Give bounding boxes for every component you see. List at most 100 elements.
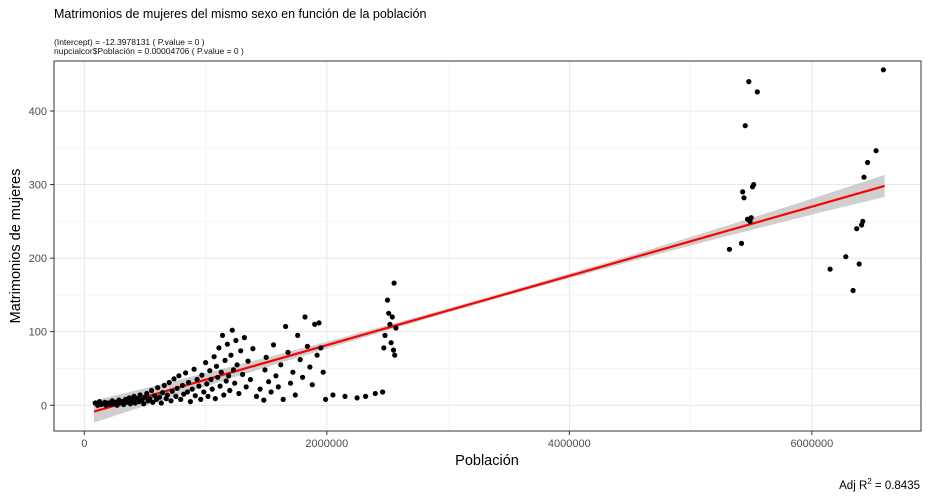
data-point bbox=[169, 388, 175, 394]
regression-line-group bbox=[93, 184, 885, 413]
data-point bbox=[283, 323, 289, 330]
data-point bbox=[216, 345, 222, 351]
data-point bbox=[166, 379, 172, 386]
data-point bbox=[155, 385, 161, 391]
data-point bbox=[212, 396, 218, 402]
data-point bbox=[384, 297, 391, 303]
data-point bbox=[218, 369, 224, 375]
data-point bbox=[243, 384, 249, 390]
data-point bbox=[250, 346, 256, 352]
data-point bbox=[240, 371, 246, 377]
data-point bbox=[741, 195, 747, 201]
data-point bbox=[381, 345, 387, 351]
data-point bbox=[217, 383, 223, 389]
data-point bbox=[236, 390, 242, 397]
data-point bbox=[854, 226, 860, 232]
data-point bbox=[230, 367, 237, 373]
data-point bbox=[323, 396, 329, 402]
data-point bbox=[158, 400, 164, 406]
x-tick-label: 4000000 bbox=[548, 438, 591, 450]
data-point bbox=[268, 389, 274, 395]
data-point bbox=[865, 159, 871, 166]
data-point bbox=[179, 382, 186, 388]
data-point bbox=[137, 392, 143, 398]
data-point bbox=[386, 310, 392, 316]
data-point bbox=[144, 390, 150, 397]
data-point bbox=[174, 385, 180, 391]
data-point bbox=[290, 369, 296, 375]
data-point bbox=[302, 314, 308, 320]
data-point bbox=[221, 392, 227, 398]
data-point bbox=[748, 215, 754, 221]
data-point bbox=[393, 325, 399, 331]
regression-line bbox=[93, 184, 885, 413]
data-point bbox=[149, 387, 155, 394]
data-point bbox=[275, 384, 281, 390]
caption-value: = 0.8435 bbox=[871, 479, 920, 492]
data-point bbox=[191, 366, 197, 372]
y-tick-label: 0 bbox=[41, 400, 47, 412]
x-tick-label: 0 bbox=[81, 438, 87, 450]
data-point bbox=[390, 347, 397, 353]
x-tick-label: 2000000 bbox=[305, 438, 348, 450]
x-axis-label: Población bbox=[455, 453, 519, 469]
data-point bbox=[228, 352, 234, 358]
x-tick-label: 6000000 bbox=[790, 438, 833, 450]
data-point bbox=[292, 392, 298, 398]
data-point bbox=[740, 189, 746, 195]
data-point bbox=[297, 357, 303, 363]
data-point bbox=[860, 218, 866, 224]
data-point bbox=[307, 364, 313, 370]
data-point bbox=[287, 380, 294, 386]
data-point bbox=[742, 123, 748, 129]
data-point bbox=[342, 393, 348, 399]
data-point bbox=[196, 383, 202, 389]
y-tick-label: 400 bbox=[29, 106, 47, 118]
data-point bbox=[318, 345, 324, 351]
data-point bbox=[192, 393, 198, 399]
plot-panel bbox=[53, 60, 922, 432]
data-point bbox=[226, 373, 232, 379]
data-point bbox=[751, 182, 757, 188]
data-point bbox=[229, 327, 235, 333]
data-point bbox=[273, 373, 279, 379]
data-point bbox=[391, 280, 397, 286]
plot-border bbox=[53, 60, 922, 432]
data-point bbox=[178, 396, 184, 402]
data-point bbox=[213, 363, 220, 369]
data-point bbox=[746, 79, 752, 85]
data-point bbox=[392, 352, 398, 358]
data-point bbox=[880, 67, 887, 73]
data-point bbox=[161, 382, 167, 388]
data-point bbox=[208, 376, 214, 383]
data-point bbox=[189, 386, 195, 392]
data-point bbox=[873, 148, 879, 154]
data-point bbox=[209, 386, 215, 392]
data-point bbox=[176, 373, 182, 379]
data-point bbox=[204, 381, 210, 387]
data-point bbox=[207, 368, 213, 374]
data-point bbox=[387, 321, 393, 327]
chart-subtitle-slope: nupcialcor$Población = 0.00004706 ( P.va… bbox=[54, 46, 244, 56]
data-point bbox=[222, 357, 228, 363]
data-point bbox=[363, 393, 369, 399]
y-tick-label: 100 bbox=[29, 327, 47, 339]
data-point bbox=[312, 321, 318, 327]
y-axis-label: Matrimonios de mujeres bbox=[8, 169, 24, 324]
data-point bbox=[372, 390, 378, 397]
data-point bbox=[380, 389, 386, 395]
data-points bbox=[92, 67, 887, 408]
data-point bbox=[150, 399, 156, 405]
y-tick-label: 300 bbox=[29, 180, 47, 192]
data-point bbox=[233, 337, 239, 344]
data-point bbox=[159, 390, 166, 396]
data-point bbox=[205, 393, 211, 399]
data-point bbox=[382, 332, 388, 338]
data-point bbox=[198, 396, 204, 402]
data-point bbox=[354, 395, 360, 401]
data-point bbox=[227, 387, 233, 394]
data-point bbox=[285, 349, 291, 355]
data-point bbox=[253, 393, 260, 399]
adj-r2-caption: Adj R2 = 0.8435 bbox=[839, 477, 920, 492]
data-point bbox=[827, 266, 833, 272]
